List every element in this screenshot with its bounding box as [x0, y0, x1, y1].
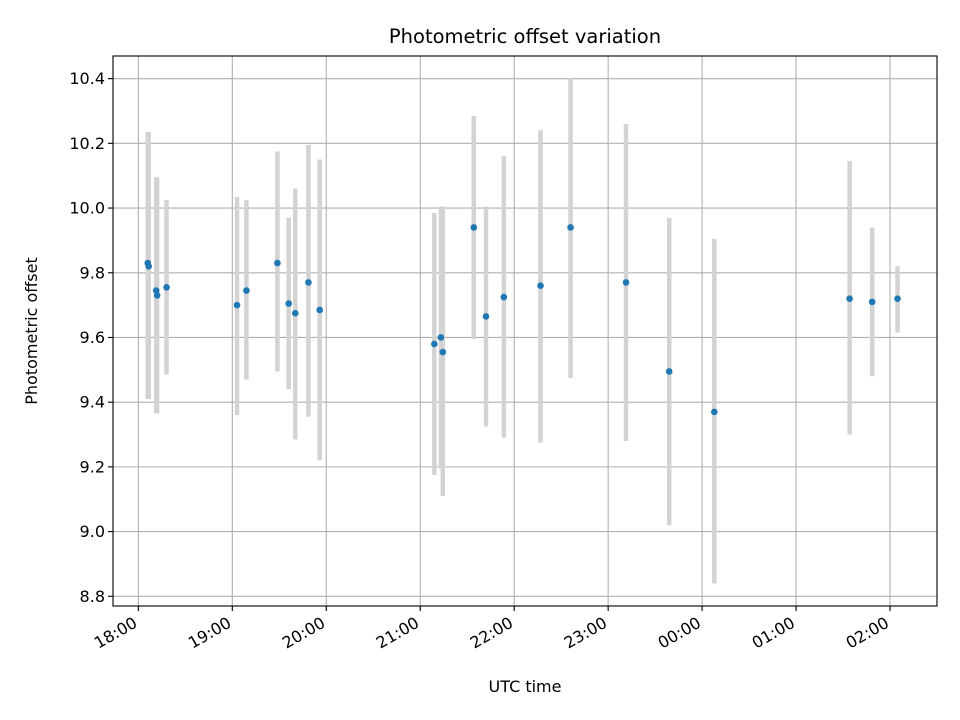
data-point: [894, 295, 901, 302]
x-axis-label: UTC time: [489, 677, 562, 696]
y-tick-label: 9.4: [80, 393, 105, 412]
data-point: [431, 340, 438, 348]
data-points: [144, 224, 901, 416]
data-point: [163, 284, 170, 291]
gridlines: [113, 56, 937, 606]
y-tick-label: 9.6: [80, 328, 105, 347]
y-axis-label: Photometric offset: [22, 257, 41, 405]
data-point: [537, 282, 544, 290]
data-point: [285, 300, 292, 307]
data-point: [243, 287, 250, 294]
data-point: [665, 368, 673, 375]
data-point: [567, 224, 574, 231]
data-point: [622, 279, 630, 286]
y-tick-label: 9.0: [80, 522, 105, 541]
data-point: [316, 306, 324, 314]
y-tick-label: 10.0: [69, 199, 105, 218]
data-point: [233, 301, 241, 309]
data-point: [500, 293, 508, 301]
plot-frame: [112, 55, 938, 607]
data-point: [305, 279, 312, 286]
y-tick-label: 9.8: [80, 263, 105, 282]
data-point: [439, 348, 447, 356]
y-axis-ticks: 8.8 9.0 9.2 9.4 9.6 9.8 10.0 10.2 10.4: [69, 69, 113, 606]
data-point: [711, 408, 718, 416]
y-tick-label: 10.2: [69, 134, 105, 153]
data-point: [482, 313, 490, 320]
data-point: [145, 262, 153, 270]
data-point: [868, 298, 876, 306]
data-point: [470, 224, 478, 231]
data-point: [846, 295, 853, 302]
data-point: [291, 309, 299, 317]
data-point: [437, 334, 445, 341]
data-point: [274, 259, 281, 267]
y-tick-label: 8.8: [80, 587, 105, 606]
y-tick-label: 10.4: [69, 69, 105, 88]
y-tick-label: 9.2: [80, 457, 105, 476]
chart-title: Photometric offset variation: [389, 25, 661, 48]
data-point: [153, 292, 161, 299]
